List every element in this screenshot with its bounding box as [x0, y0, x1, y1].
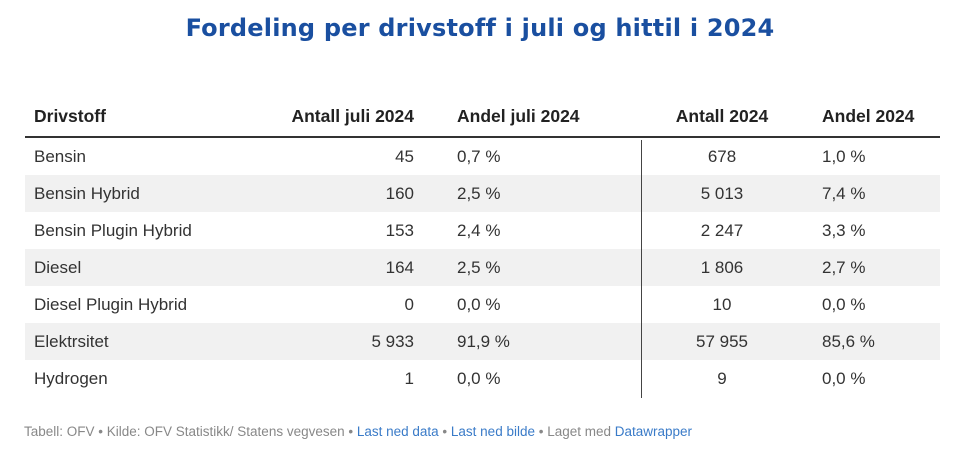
cell-share-july: 0,0 % [457, 294, 501, 314]
cell-share-2024: 0,0 % [822, 368, 866, 388]
header-count-july: Antall juli 2024 [291, 105, 414, 126]
download-image-link[interactable]: Last ned bilde [450, 424, 535, 439]
header-fuel: Drivstoff [34, 105, 106, 126]
cell-count-2024: 9 [717, 368, 727, 388]
table-body: Bensin 45 0,7 % 678 1,0 % Bensin Hybrid 160 2,5… [25, 138, 940, 397]
cell-fuel: Hydrogen [34, 368, 108, 388]
cell-share-2024: 3,3 % [822, 220, 866, 240]
cell-count-2024: 1 806 [700, 257, 744, 277]
cell-fuel: Diesel Plugin Hybrid [34, 294, 188, 314]
cell-share-2024: 7,4 % [822, 183, 866, 203]
footer: Tabell: OFV • Kilde: OFV Statistikk/ Sta… [24, 424, 692, 439]
cell-share-july: 2,5 % [457, 257, 501, 277]
cell-share-july: 2,5 % [457, 183, 501, 203]
footer-source: Tabell: OFV • Kilde: OFV Statistikk/ Sta… [24, 424, 357, 439]
table-row: Diesel 164 2,5 % 1 806 2,7 % [25, 249, 940, 286]
datawrapper-link[interactable]: Datawrapper [614, 424, 693, 439]
cell-fuel: Elektrsitet [34, 331, 109, 351]
table-row: Bensin 45 0,7 % 678 1,0 % [25, 138, 940, 175]
cell-fuel: Bensin [34, 146, 86, 166]
download-data-link[interactable]: Last ned data [356, 424, 439, 439]
table-header: Drivstoff Antall juli 2024 Andel juli 20… [25, 96, 940, 138]
cell-count-july: 0 [404, 294, 414, 314]
cell-fuel: Diesel [34, 257, 82, 277]
table-row: Bensin Hybrid 160 2,5 % 5 013 7,4 % [25, 175, 940, 212]
cell-count-july: 45 [395, 146, 414, 166]
table-row: Elektrsitet 5 933 91,9 % 57 955 85,6 % [25, 323, 940, 360]
cell-count-2024: 678 [707, 146, 737, 166]
table-row: Diesel Plugin Hybrid 0 0,0 % 10 0,0 % [25, 286, 940, 323]
cell-count-july: 5 933 [371, 331, 414, 351]
header-share-july: Andel juli 2024 [457, 105, 580, 126]
cell-count-2024: 10 [712, 294, 732, 314]
cell-share-july: 0,0 % [457, 368, 501, 388]
table-row: Hydrogen 1 0,0 % 9 0,0 % [25, 360, 940, 397]
header-share-2024: Andel 2024 [822, 105, 915, 126]
cell-share-july: 0,7 % [457, 146, 501, 166]
cell-count-2024: 5 013 [700, 183, 744, 203]
cell-share-2024: 1,0 % [822, 146, 866, 166]
cell-share-2024: 85,6 % [822, 331, 875, 351]
cell-share-july: 2,4 % [457, 220, 501, 240]
cell-count-2024: 2 247 [700, 220, 744, 240]
cell-fuel: Bensin Plugin Hybrid [34, 220, 192, 240]
cell-count-july: 1 [404, 368, 414, 388]
cell-fuel: Bensin Hybrid [34, 183, 140, 203]
cell-share-2024: 2,7 % [822, 257, 866, 277]
cell-share-july: 91,9 % [457, 331, 510, 351]
column-divider [641, 140, 642, 398]
footer-separator: • [438, 424, 451, 439]
data-table: Drivstoff Antall juli 2024 Andel juli 20… [25, 96, 940, 397]
cell-share-2024: 0,0 % [822, 294, 866, 314]
table-row: Bensin Plugin Hybrid 153 2,4 % 2 247 3,3 % [25, 212, 940, 249]
header-count-2024: Antall 2024 [675, 105, 769, 126]
cell-count-july: 164 [385, 257, 414, 277]
chart-title: Fordeling per drivstoff i juli og hittil… [185, 14, 775, 42]
cell-count-july: 160 [385, 183, 414, 203]
footer-made-with: • Laget med [534, 424, 615, 439]
cell-count-july: 153 [385, 220, 414, 240]
cell-count-2024: 57 955 [696, 331, 748, 351]
